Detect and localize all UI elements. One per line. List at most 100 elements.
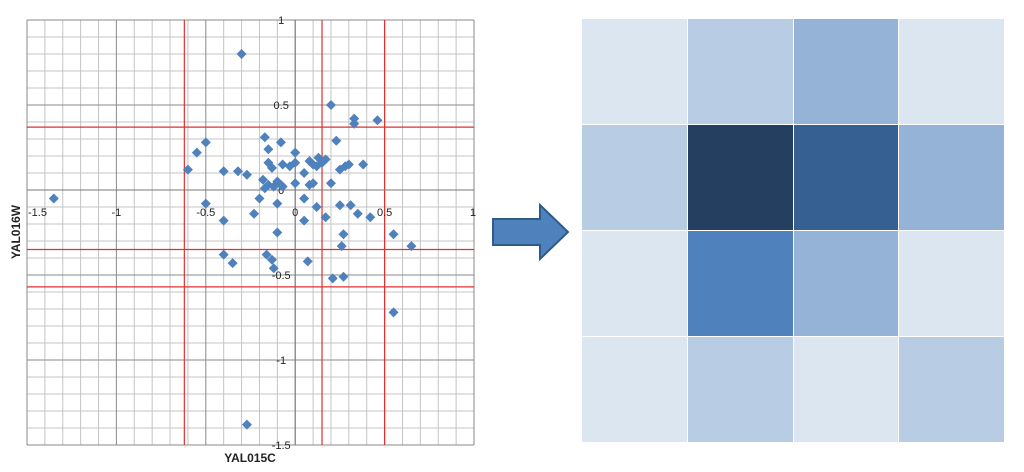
y-tick-label: 1	[278, 15, 284, 27]
heatmap-cell	[687, 231, 793, 336]
data-point-marker	[259, 183, 270, 194]
heatmap-cell	[582, 231, 687, 336]
data-point-marker	[236, 49, 247, 59]
data-point-marker	[345, 200, 356, 211]
data-point-marker	[349, 113, 360, 124]
heatmap-cell	[582, 337, 687, 442]
heatmap-cell	[687, 125, 793, 230]
data-point-marker	[325, 100, 336, 110]
data-point-marker	[218, 166, 229, 177]
data-point-marker	[388, 307, 399, 318]
data-point-marker	[227, 258, 238, 269]
x-tick-label: -1	[112, 207, 122, 219]
x-axis-title: YAL015C	[224, 451, 276, 465]
x-tick-label: -1.5	[28, 207, 47, 219]
heatmap-cell	[582, 19, 687, 124]
y-tick-label: -1.5	[272, 440, 291, 452]
heatmap-cell	[899, 19, 1004, 124]
data-point-marker	[272, 227, 283, 238]
data-point-marker	[261, 249, 272, 260]
heatmap-cell	[793, 125, 899, 230]
data-point-marker	[308, 178, 319, 189]
data-point-marker	[218, 215, 229, 226]
arrow-shape	[492, 203, 570, 261]
data-point-marker	[272, 198, 283, 209]
y-tick-labels: 1 0.5 0 -0.5 -1 -1.5	[272, 15, 291, 452]
data-point-marker	[277, 181, 288, 192]
data-point-marker	[331, 135, 342, 146]
heatmap-cell	[793, 231, 899, 336]
data-point-marker	[200, 198, 211, 209]
major-gridlines	[26, 19, 475, 446]
data-point-marker	[406, 241, 417, 252]
data-point-marker	[266, 254, 277, 265]
data-point-marker	[290, 178, 301, 189]
x-tick-label: 1	[470, 207, 476, 219]
data-point-marker	[275, 137, 286, 148]
data-point-marker	[358, 159, 369, 170]
x-tick-labels: -1.5 -1 -0.5 0 0.5 1	[28, 207, 476, 219]
data-point-marker	[302, 256, 313, 267]
data-point-marker	[191, 147, 202, 158]
data-point-marker	[338, 229, 349, 240]
data-point-marker	[325, 178, 336, 189]
data-point-marker	[290, 157, 301, 168]
data-point-marker	[268, 181, 279, 192]
data-point-marker	[372, 115, 383, 126]
right-arrow-icon	[492, 203, 570, 261]
data-point-marker	[320, 212, 331, 223]
data-point-marker	[365, 212, 376, 223]
threshold-lines	[27, 20, 474, 445]
scatter-plot: -1.5 -1 -0.5 0 0.5 1 10.50-0.5-1-1.5 YAL015C …	[9, 15, 476, 465]
data-point-marker	[48, 193, 59, 204]
data-point-marker	[241, 169, 252, 180]
data-point-marker	[254, 193, 265, 204]
heatmap-cell	[687, 337, 793, 442]
heatmap-row	[582, 125, 1005, 231]
data-points	[48, 49, 417, 430]
y-tick-label: 0.5	[274, 100, 289, 112]
data-point-marker	[182, 164, 193, 175]
data-point-marker	[266, 162, 277, 173]
heatmap-cell	[793, 19, 899, 124]
data-point-marker	[338, 271, 349, 282]
heatmap-cell	[582, 125, 687, 230]
data-point-marker	[268, 263, 279, 274]
heatmap-cell	[793, 337, 899, 442]
heatmap-cell	[899, 337, 1004, 442]
data-point-marker	[263, 144, 274, 155]
data-point-marker	[343, 159, 354, 170]
data-point-marker	[299, 215, 310, 226]
heatmap-cell	[899, 125, 1004, 230]
y-tick-label: -1	[276, 355, 286, 367]
minor-gridlines	[27, 20, 474, 445]
data-point-marker	[388, 229, 399, 240]
data-point-marker	[232, 166, 243, 177]
x-tick-label: 0	[292, 207, 298, 219]
data-point-marker	[327, 273, 338, 284]
data-point-marker	[311, 161, 322, 172]
heatmap-row	[582, 231, 1005, 337]
x-tick-label: -0.5	[196, 207, 215, 219]
data-point-marker	[334, 200, 345, 211]
heatmap-cell	[687, 19, 793, 124]
data-point-marker	[299, 168, 310, 178]
data-point-marker	[352, 208, 363, 219]
data-point-marker	[200, 137, 211, 148]
data-point-marker	[258, 174, 269, 185]
y-tick-label: 0	[278, 185, 284, 197]
heatmap-row	[582, 19, 1005, 125]
data-point-marker	[290, 147, 301, 158]
data-point-marker	[311, 202, 322, 212]
heatmap-grid	[582, 19, 1005, 442]
data-point-marker	[249, 208, 260, 219]
data-point-marker	[349, 118, 360, 129]
data-point-marker	[334, 164, 345, 175]
y-axis-title: YAL016W	[9, 204, 23, 259]
heatmap-cell	[899, 231, 1004, 336]
data-point-marker	[241, 419, 252, 430]
data-point-marker	[259, 132, 270, 143]
data-point-marker	[299, 193, 310, 204]
heatmap-row	[582, 337, 1005, 443]
x-tick-label: 0.5	[377, 207, 392, 219]
